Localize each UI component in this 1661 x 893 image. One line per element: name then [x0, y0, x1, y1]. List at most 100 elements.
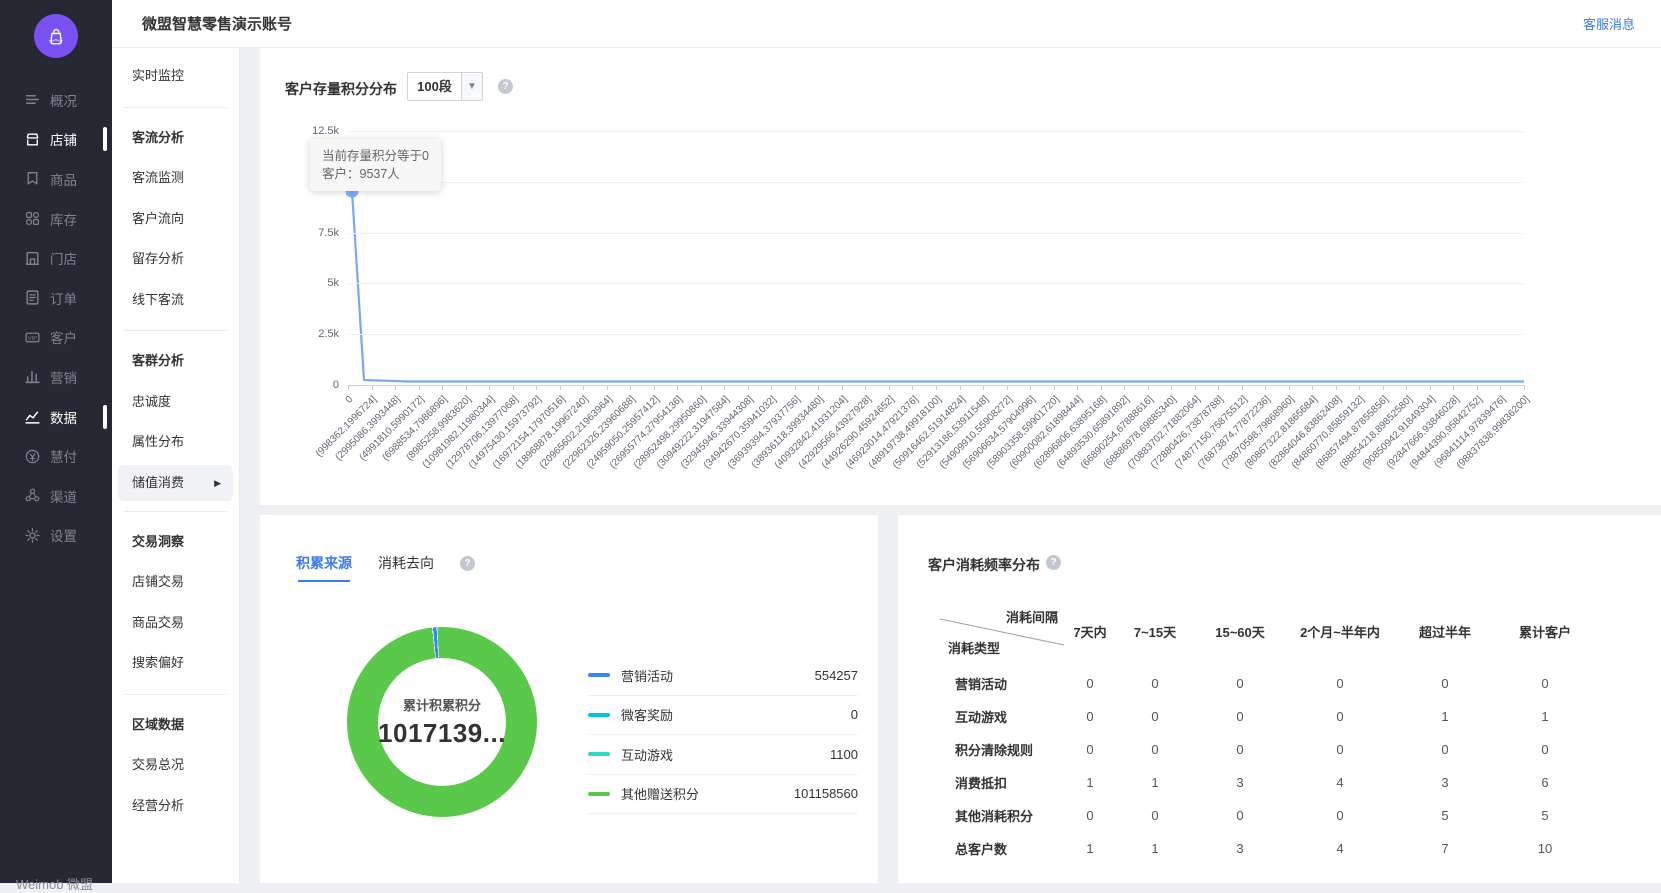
segment-select[interactable]: 100段 ▼	[407, 72, 483, 101]
donut-center-label: 累计积累积分	[402, 698, 481, 713]
legend-value: 101158560	[793, 786, 858, 802]
consume-table-title: 客户消耗频率分布	[928, 557, 1040, 573]
legend-item[interactable]: 其他赠送积分 101158560	[588, 775, 858, 814]
menu-item[interactable]: 属性分布	[112, 422, 239, 463]
help-icon[interactable]	[460, 556, 475, 571]
gridline	[348, 131, 1524, 132]
table-cell: 1	[1086, 841, 1094, 856]
legend-color-dash	[588, 752, 610, 757]
table-cell: 0	[1336, 709, 1344, 724]
menu-item[interactable]: 店铺交易	[112, 562, 239, 603]
x-axis-tick	[583, 385, 585, 390]
customer-service-link[interactable]: 客服消息	[1582, 17, 1635, 32]
x-axis-tick	[1124, 385, 1126, 390]
menu-item[interactable]: 客流监测	[112, 158, 239, 199]
menu-item[interactable]: 客户流向	[112, 199, 239, 240]
menu-item[interactable]: 实时监控	[112, 56, 239, 97]
table-cell: 0	[1336, 742, 1344, 757]
gridline	[348, 181, 1524, 183]
menu-item[interactable]: 交易总况	[112, 745, 239, 786]
x-axis-tick	[771, 385, 773, 390]
table-row: 总客户数 1 1 3 4 7 10	[938, 832, 1631, 865]
menu-item[interactable]: 商品交易	[112, 603, 239, 644]
menu-item[interactable]: 忠诚度	[112, 382, 239, 423]
table-cell: 0	[1151, 742, 1159, 757]
x-axis-tick	[559, 385, 561, 390]
menu-item-label: 商品交易	[132, 614, 185, 630]
sidebar-item-inventory[interactable]: 库存	[0, 199, 112, 239]
marketing-icon	[24, 368, 41, 385]
table-column-header: 7天内	[1073, 624, 1107, 640]
sidebar-item-goods[interactable]: 商品	[0, 159, 112, 199]
table-cell: 6	[1541, 775, 1549, 790]
legend-item[interactable]: 营销活动 554257	[588, 656, 858, 696]
table-row-label: 积分清除规则	[955, 743, 1034, 758]
y-axis-tick-label: 12.5k	[312, 125, 339, 137]
x-axis-tick	[1147, 385, 1149, 390]
x-axis-tick	[888, 385, 890, 390]
x-axis-tick	[1335, 385, 1337, 390]
table-cell: 10	[1537, 841, 1553, 856]
legend-color-dash	[588, 673, 610, 678]
menu-item[interactable]: 留存分析	[112, 239, 239, 280]
sidebar-item-orders[interactable]: 订单	[0, 278, 112, 318]
x-axis-tick	[1312, 385, 1314, 390]
table-cell: 0	[1151, 709, 1159, 724]
x-axis-tick	[1265, 385, 1267, 390]
tab-consume-destination[interactable]: 消耗去向	[378, 555, 434, 571]
sidebar-item-settings[interactable]: 设置	[0, 516, 112, 556]
menu-item-label: 留存分析	[132, 251, 185, 266]
sidebar-item-label: 数据	[50, 410, 77, 426]
x-axis-tick	[1006, 385, 1008, 390]
sidebar-item-channels[interactable]: 渠道	[0, 476, 112, 516]
table-cell: 0	[1541, 676, 1549, 691]
sidebar-item-label: 设置	[50, 529, 77, 545]
menu-item[interactable]: 线下客流	[112, 280, 239, 321]
menu-section-header: 区域数据	[132, 716, 185, 732]
x-axis-tick	[536, 385, 538, 390]
table-column-header: 15~60天	[1215, 624, 1265, 640]
sidebar-item-shop[interactable]: 店铺	[0, 120, 112, 160]
x-axis-tick	[700, 385, 702, 390]
y-axis-tick-label: 7.5k	[318, 226, 339, 239]
points-chart-title: 客户存量积分分布	[285, 81, 397, 97]
y-axis-tick-label: 0	[332, 379, 339, 391]
app-logo[interactable]	[34, 14, 78, 58]
table-cell: 0	[1086, 742, 1094, 757]
help-icon[interactable]	[1046, 555, 1061, 570]
menu-divider	[124, 106, 227, 108]
tab-accumulate-source[interactable]: 积累来源	[296, 553, 352, 582]
table-cell: 0	[1336, 676, 1344, 691]
donut-chart[interactable]: 累计积累积分 1017139...	[347, 627, 537, 817]
channels-icon	[24, 487, 41, 504]
x-axis-tick	[1476, 385, 1478, 390]
goods-icon	[24, 170, 41, 187]
menu-section-header: 客流分析	[132, 129, 185, 145]
line-series	[345, 184, 1524, 383]
menu-item-selected[interactable]: 储值消费 ▶	[118, 464, 233, 501]
table-cell: 1	[1151, 775, 1159, 790]
sidebar-item-overview[interactable]: 概况	[0, 80, 112, 120]
sidebar-item-customers[interactable]: VIP 客户	[0, 318, 112, 358]
sidebar-item-payment[interactable]: 慧付	[0, 436, 112, 476]
table-cell: 3	[1441, 775, 1449, 790]
menu-item-label: 交易总况	[132, 757, 185, 772]
x-axis-tick	[1100, 385, 1102, 390]
menu-item-label: 线下客流	[132, 291, 185, 307]
sidebar-item-store[interactable]: 门店	[0, 238, 112, 278]
x-axis-tick	[912, 385, 914, 390]
menu-item[interactable]: 搜索偏好	[112, 643, 239, 684]
inventory-icon	[24, 210, 41, 227]
legend-item[interactable]: 互动游戏 1100	[588, 735, 858, 775]
x-axis-tick	[1077, 385, 1079, 390]
sidebar-item-data[interactable]: 数据	[0, 397, 112, 437]
menu-divider	[124, 330, 227, 331]
active-indicator	[103, 127, 107, 152]
legend-item[interactable]: 微客奖励 0	[588, 696, 858, 735]
x-axis-tick	[1288, 385, 1290, 390]
sidebar-item-label: 库存	[50, 212, 77, 228]
menu-item-label: 忠诚度	[132, 393, 172, 409]
sidebar-item-marketing[interactable]: 营销	[0, 357, 112, 397]
help-icon[interactable]	[498, 79, 513, 94]
menu-item[interactable]: 经营分析	[112, 786, 239, 827]
